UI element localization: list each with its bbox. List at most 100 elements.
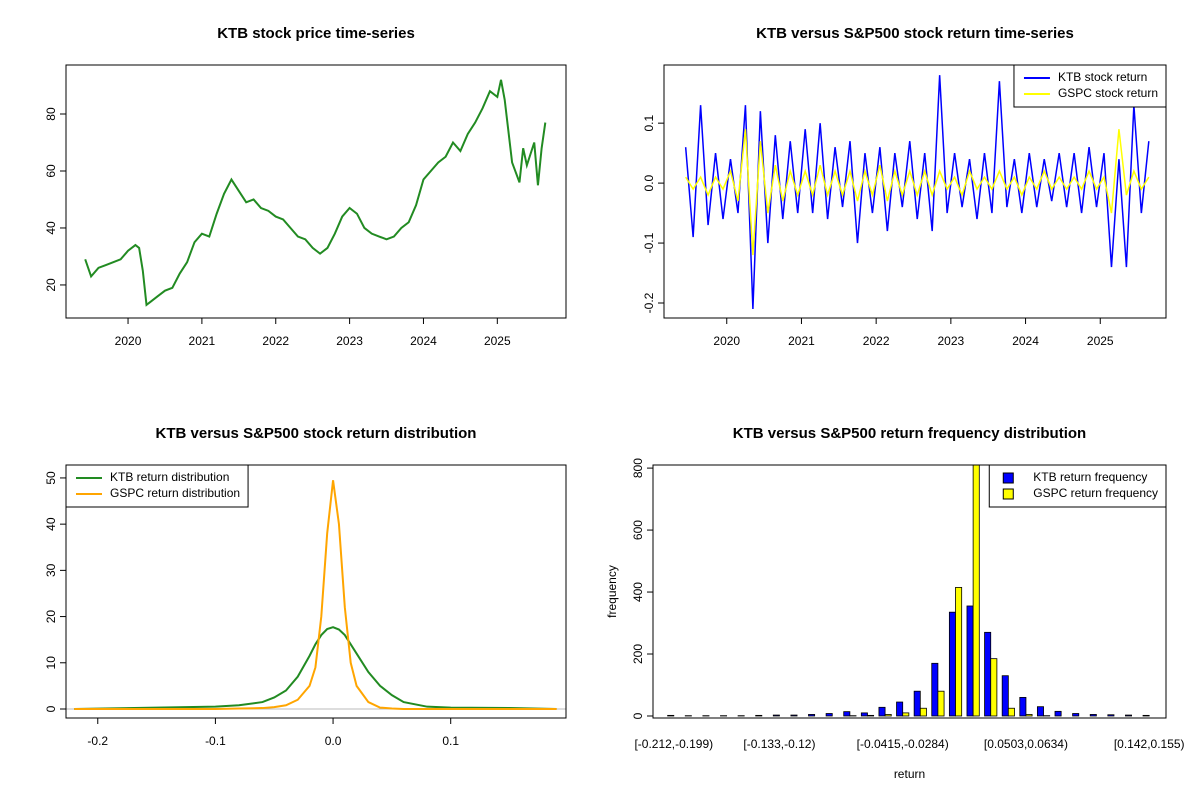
chart-title: KTB versus S&P500 return frequency distr… bbox=[733, 425, 1086, 442]
bar bbox=[825, 713, 833, 717]
x-tick-label: 2024 bbox=[1012, 334, 1039, 348]
x-tick-label: -0.1 bbox=[205, 734, 226, 748]
y-tick-label: 40 bbox=[44, 221, 58, 235]
bar bbox=[884, 714, 892, 717]
y-tick-label: 20 bbox=[44, 610, 58, 624]
bar bbox=[1054, 710, 1062, 717]
bar bbox=[1019, 696, 1027, 717]
plot-frame bbox=[65, 64, 567, 319]
x-tick-label: 2020 bbox=[115, 334, 142, 348]
y-tick-label: 0 bbox=[631, 712, 645, 719]
bar bbox=[902, 712, 910, 717]
legend-swatch bbox=[1002, 488, 1014, 500]
bar bbox=[790, 714, 798, 717]
bar bbox=[1025, 714, 1033, 717]
series-line bbox=[685, 129, 1150, 256]
legend-swatch bbox=[1002, 472, 1014, 484]
bar bbox=[1007, 707, 1015, 717]
y-tick-label: 400 bbox=[631, 582, 645, 602]
x-tick-label: 2025 bbox=[484, 334, 511, 348]
bar bbox=[878, 706, 886, 717]
legend-label: GSPC return frequency bbox=[1033, 486, 1158, 500]
x-tick-label: [-0.212,-0.199) bbox=[634, 737, 713, 751]
bar bbox=[913, 690, 921, 717]
y-tick-label: 0.0 bbox=[642, 174, 656, 191]
legend: KTB return frequency GSPC return frequenc… bbox=[988, 464, 1167, 508]
bar bbox=[1072, 713, 1080, 717]
x-tick-label: [-0.133,-0.12) bbox=[743, 737, 815, 751]
bar bbox=[1036, 706, 1044, 717]
bar bbox=[860, 712, 868, 717]
bar bbox=[896, 701, 904, 717]
y-tick-label: 600 bbox=[631, 520, 645, 540]
y-tick-label: -0.2 bbox=[642, 292, 656, 313]
bar bbox=[937, 690, 945, 717]
x-tick-label: 2020 bbox=[713, 334, 740, 348]
x-tick-label: 2021 bbox=[189, 334, 216, 348]
y-tick-label: 0 bbox=[44, 705, 58, 712]
bar bbox=[1001, 675, 1009, 717]
y-tick-label: 40 bbox=[44, 517, 58, 531]
bar bbox=[867, 714, 875, 717]
series-line bbox=[74, 626, 557, 710]
x-tick-label: 2023 bbox=[938, 334, 965, 348]
bar bbox=[955, 586, 963, 717]
bar bbox=[966, 605, 974, 717]
plot-area bbox=[84, 79, 547, 307]
y-tick-label: 20 bbox=[44, 278, 58, 292]
y-tick-label: 800 bbox=[631, 458, 645, 478]
y-tick-label: 10 bbox=[44, 656, 58, 670]
y-tick-label: 30 bbox=[44, 563, 58, 577]
legend-label: KTB return distribution bbox=[110, 470, 229, 484]
legend-label: GSPC return distribution bbox=[110, 486, 240, 500]
legend-box bbox=[65, 464, 249, 508]
x-tick-label: 2022 bbox=[863, 334, 890, 348]
legend-label: GSPC stock return bbox=[1058, 86, 1158, 100]
bar bbox=[919, 707, 927, 717]
bar bbox=[808, 714, 816, 717]
y-tick-label: -0.1 bbox=[642, 232, 656, 253]
legend: KTB stock return GSPC stock return bbox=[1013, 64, 1167, 108]
bar bbox=[755, 714, 763, 717]
bar bbox=[984, 631, 992, 717]
chart-title: KTB versus S&P500 stock return distribut… bbox=[156, 425, 477, 442]
bar bbox=[931, 662, 939, 717]
bar bbox=[843, 711, 851, 717]
y-tick-label: 50 bbox=[44, 471, 58, 485]
plot-frame bbox=[65, 464, 567, 719]
x-tick-label: [0.0503,0.0634) bbox=[984, 737, 1068, 751]
y-axis-label: frequency bbox=[605, 565, 619, 618]
plot-frame bbox=[663, 64, 1167, 319]
bar bbox=[1125, 714, 1132, 717]
bar bbox=[1107, 714, 1115, 717]
series-line bbox=[684, 75, 1150, 310]
x-tick-label: 0.1 bbox=[442, 734, 459, 748]
x-tick-label: 2021 bbox=[788, 334, 815, 348]
legend-box bbox=[1013, 64, 1167, 108]
bar bbox=[772, 714, 780, 717]
legend-box bbox=[988, 464, 1167, 508]
legend-label: KTB stock return bbox=[1058, 70, 1147, 84]
x-tick-label: 2024 bbox=[410, 334, 437, 348]
bar bbox=[1142, 714, 1150, 717]
series-line bbox=[84, 79, 547, 307]
y-tick-label: 80 bbox=[44, 107, 58, 121]
plot-area bbox=[667, 465, 1150, 717]
plot-frame bbox=[652, 464, 1167, 719]
chart-title: KTB versus S&P500 stock return time-seri… bbox=[756, 25, 1074, 42]
x-tick-label: -0.2 bbox=[87, 734, 108, 748]
plot-area bbox=[66, 480, 566, 710]
x-tick-label: [-0.0415,-0.0284) bbox=[857, 737, 949, 751]
x-tick-label: 0.0 bbox=[325, 734, 342, 748]
plot-area bbox=[684, 75, 1150, 310]
bar bbox=[990, 658, 998, 717]
x-axis-label: return bbox=[894, 767, 925, 781]
bar bbox=[1089, 714, 1097, 717]
bar bbox=[667, 714, 675, 717]
x-tick-label: 2025 bbox=[1087, 334, 1114, 348]
x-tick-label: 2023 bbox=[336, 334, 363, 348]
y-tick-label: 60 bbox=[44, 164, 58, 178]
x-tick-label: 2022 bbox=[262, 334, 289, 348]
